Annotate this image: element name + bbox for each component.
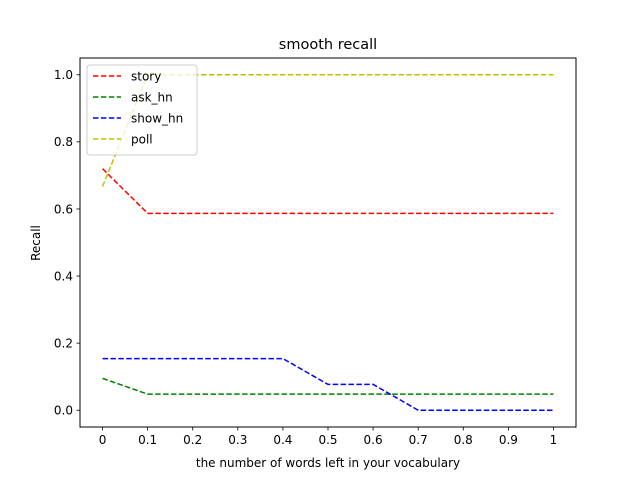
legend-box: [86, 64, 198, 156]
chart-title: smooth recall: [279, 37, 377, 53]
y-tick-label: 0.8: [54, 135, 73, 149]
x-tick-label: 0.9: [499, 433, 518, 447]
x-tick-label: 0.5: [318, 433, 337, 447]
y-tick-label: 0.4: [54, 269, 73, 283]
y-tick-label: 0.6: [54, 202, 73, 216]
x-tick-label: 0.2: [183, 433, 202, 447]
legend-label-poll: poll: [131, 132, 153, 146]
x-tick-label: 0.4: [273, 433, 292, 447]
legend-label-show_hn: show_hn: [131, 111, 183, 125]
x-tick-label: 0.1: [138, 433, 157, 447]
x-tick-label: 0: [99, 433, 107, 447]
y-axis-label: Recall: [29, 225, 43, 261]
legend-label-ask_hn: ask_hn: [131, 90, 173, 104]
y-tick-label: 0.0: [54, 404, 73, 418]
series-line-show_hn: [102, 357, 554, 411]
y-tick-label: 0.2: [54, 336, 73, 350]
x-tick-label: 1: [550, 433, 558, 447]
x-tick-label: 0.8: [454, 433, 473, 447]
x-tick-label: 0.6: [364, 433, 383, 447]
legend-label-story: story: [131, 69, 161, 83]
y-axis: 0.0 0.2 0.4 0.6 0.8 1.0: [54, 68, 80, 418]
x-axis-label: the number of words left in your vocabul…: [196, 456, 460, 470]
y-tick-label: 1.0: [54, 68, 73, 82]
x-tick-label: 0.7: [409, 433, 428, 447]
x-axis: 0 0.1 0.2 0.3 0.4 0.5 0.6 0.7 0.8 0.9 1: [99, 427, 558, 447]
x-tick-label: 0.3: [228, 433, 247, 447]
